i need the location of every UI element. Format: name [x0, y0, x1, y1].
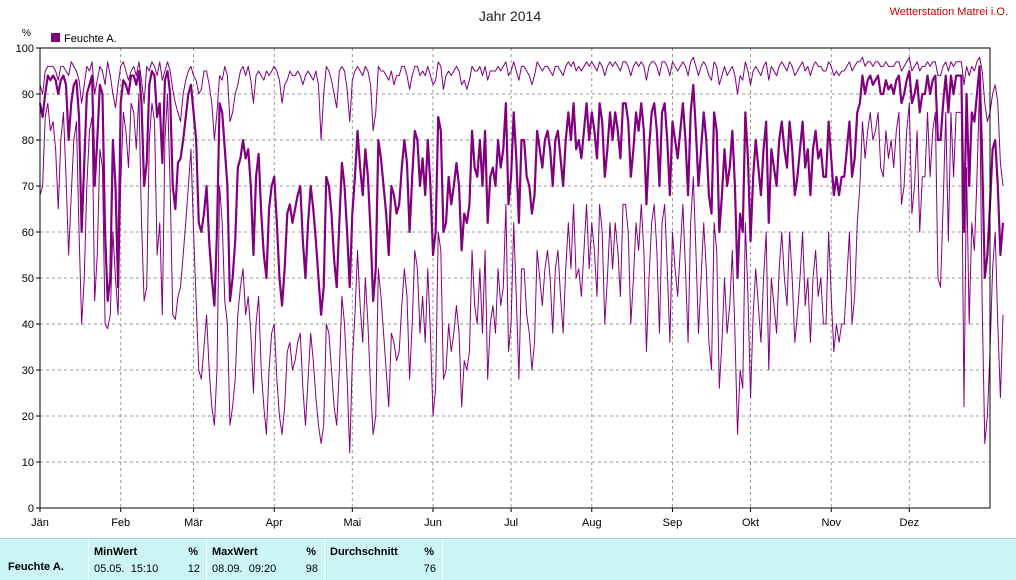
x-axis-labels: Jän Feb Mär Apr Mai Jun Jul Aug Sep Okt Nov Dez	[31, 517, 919, 529]
legend: Feuchte A.	[51, 33, 117, 45]
y-tick-label-80: 80	[22, 135, 34, 147]
series-lines	[38, 56, 1005, 454]
y-tick-label-90: 90	[22, 89, 34, 101]
y-tick-label-60: 60	[22, 227, 34, 239]
legend-swatch	[51, 33, 60, 42]
x-tick-label-1: Feb	[111, 517, 130, 529]
x-tick-label-8: Sep	[663, 517, 683, 529]
station-name: Wetterstation Matrei i.O.	[890, 6, 1008, 18]
x-tick-label-7: Aug	[582, 517, 602, 529]
x-tick-label-10: Nov	[821, 517, 841, 529]
max-value: 98	[305, 563, 318, 575]
stats-avg-cell: Durchschnitt % 76	[324, 539, 443, 580]
max-label: MaxWert	[212, 546, 258, 558]
stats-series-cell: Feuchte A.	[0, 539, 89, 580]
max-unit: %	[306, 546, 316, 558]
avg-label: Durchschnitt	[330, 546, 398, 558]
x-tick-label-11: Dez	[900, 517, 920, 529]
stats-max-cell: MaxWert % 08.09. 09:20 98	[206, 539, 325, 580]
x-tick-label-0: Jän	[31, 517, 49, 529]
statistics-bar: Feuchte A. MinWert % 05.05. 15:10 12 Max…	[0, 538, 1016, 580]
avg-value: 76	[423, 563, 436, 575]
x-tick-label-2: Mär	[184, 517, 203, 529]
chart-title: Jahr 2014	[479, 8, 541, 24]
y-axis-unit: %	[22, 28, 31, 39]
y-tick-label-30: 30	[22, 365, 34, 377]
x-tick-label-4: Mai	[343, 517, 361, 529]
avg-unit: %	[424, 546, 434, 558]
legend-label: Feuchte A.	[64, 33, 117, 45]
y-axis-labels: 0 10 20 30 40 50 60 70 80 90 100	[16, 43, 34, 515]
max-datetime: 08.09. 09:20	[212, 563, 277, 575]
min-label: MinWert	[94, 546, 138, 558]
x-tick-label-9: Okt	[742, 517, 759, 529]
y-tick-label-10: 10	[22, 457, 34, 469]
y-tick-label-50: 50	[22, 273, 34, 285]
stats-series-label: Feuchte A.	[8, 561, 64, 573]
series-line-min	[39, 84, 1004, 454]
y-tick-label-20: 20	[22, 411, 34, 423]
stats-empty-cell	[442, 539, 1016, 580]
series-line-max	[39, 56, 1004, 187]
min-value: 12	[187, 563, 200, 575]
y-tick-label-0: 0	[28, 503, 34, 515]
x-tick-label-3: Apr	[266, 517, 283, 529]
humidity-chart: Jahr 2014 Wetterstation Matrei i.O. % Fe…	[16, 6, 1008, 529]
x-tick-label-5: Jun	[424, 517, 442, 529]
plot-frame	[39, 47, 991, 509]
y-tick-label-40: 40	[22, 319, 34, 331]
min-datetime: 05.05. 15:10	[94, 563, 159, 575]
stats-min-cell: MinWert % 05.05. 15:10 12	[88, 539, 207, 580]
x-tick-label-6: Jul	[504, 517, 518, 529]
y-tick-label-70: 70	[22, 181, 34, 193]
series-line-mean	[38, 65, 1005, 316]
min-unit: %	[188, 546, 198, 558]
y-tick-label-100: 100	[16, 43, 34, 55]
